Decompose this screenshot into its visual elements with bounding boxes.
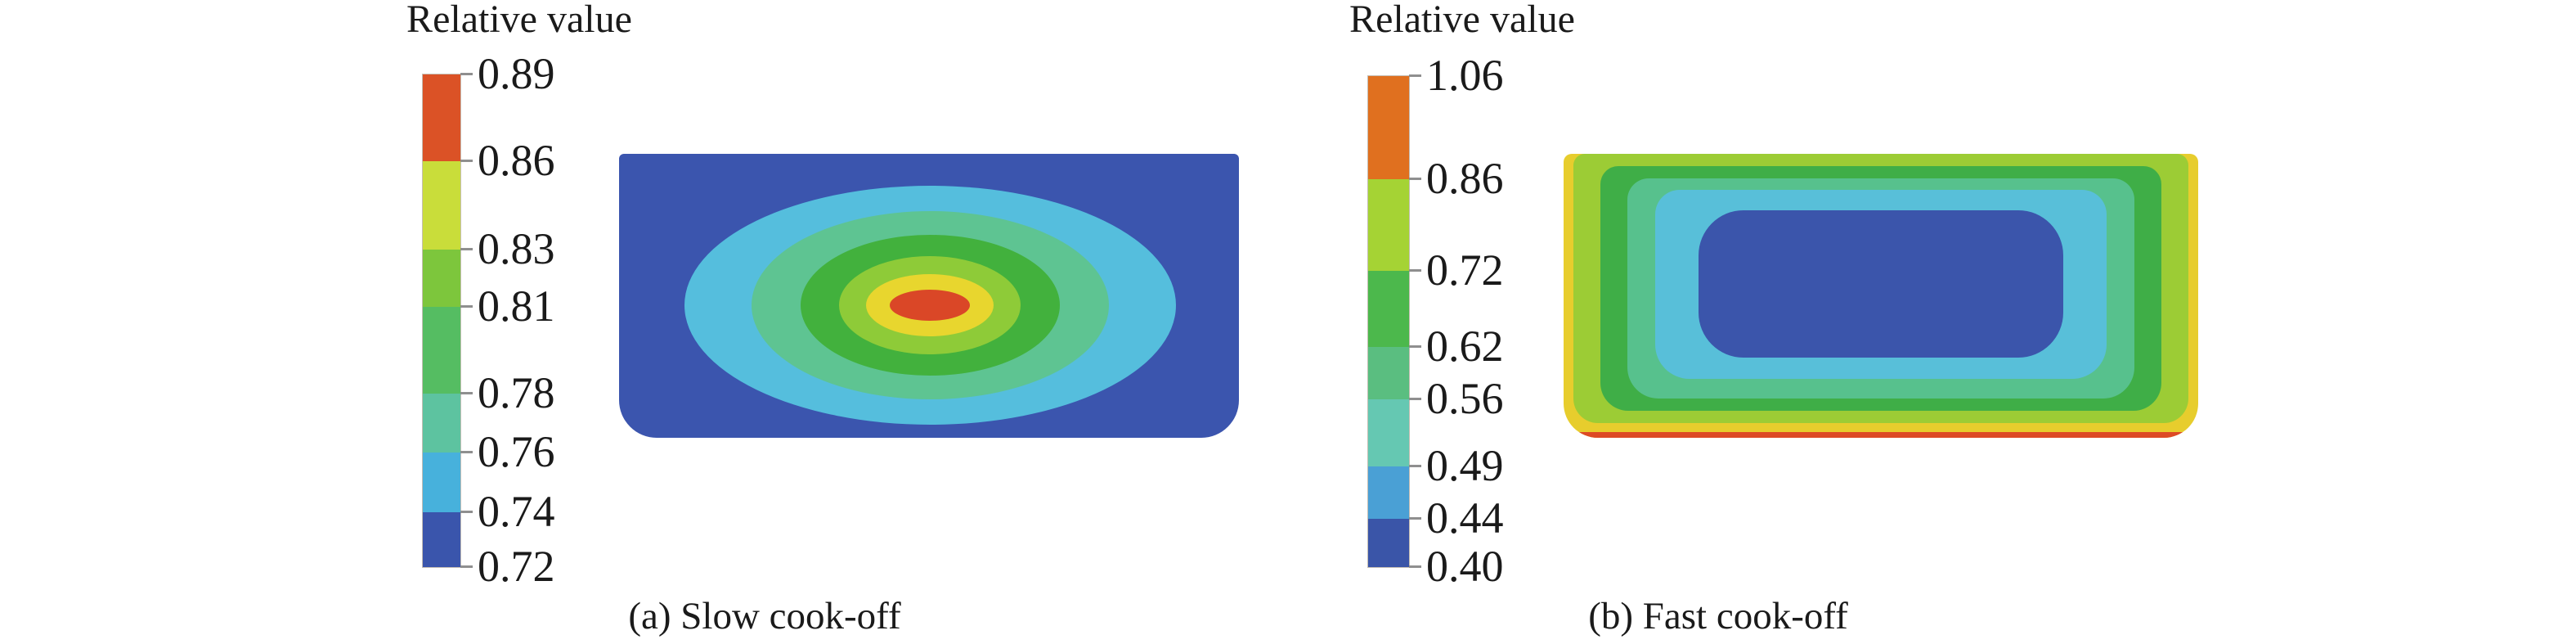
caption-b: (b) Fast cook-off	[1588, 595, 1848, 637]
colorbar-segment	[1368, 271, 1409, 348]
colorbar-tick-mark	[460, 450, 473, 453]
colorbar-tick-mark	[1409, 345, 1421, 349]
colorbar-tick-label: 0.49	[1426, 441, 1504, 490]
colorbar-tick-label: 0.44	[1426, 493, 1504, 543]
bottom-hot-stripe	[1570, 432, 2192, 438]
colorbar-b	[1367, 74, 1421, 568]
colorbar-title-b: Relative value	[1349, 0, 1575, 41]
colorbar-tick-label: 0.56	[1426, 373, 1504, 423]
colorbar-tick-mark	[460, 511, 473, 514]
colorbar-labels-b: 1.06 0.86 0.72 0.62 0.56 0.49 0.44 0.40	[1426, 53, 1590, 588]
colorbar-segment	[1368, 347, 1409, 399]
colorbar-tick-label: 0.86	[478, 135, 555, 185]
colorbar-segment	[423, 452, 460, 513]
colorbar-segment	[1368, 466, 1409, 520]
colorbar-tick-mark	[460, 73, 473, 75]
caption-a: (a) Slow cook-off	[628, 595, 901, 637]
colorbar-tick-mark	[460, 247, 473, 250]
colorbar-tick-label: 0.62	[1426, 322, 1504, 372]
colorbar-tick-label: 0.72	[478, 542, 555, 591]
colorbar-tick-label: 0.89	[478, 49, 555, 98]
colorbar-tick-mark	[1409, 565, 1421, 568]
colorbar-tick-label: 0.40	[1426, 542, 1504, 591]
colorbar-tick-label: 1.06	[1426, 51, 1504, 100]
colorbar-tick-label: 0.76	[478, 426, 555, 476]
colorbar-segment	[1368, 519, 1409, 567]
colorbar-tick-mark	[1409, 74, 1421, 77]
colorbar-title-a: Relative value	[406, 0, 632, 41]
colorbar-segment	[1368, 179, 1409, 272]
colorbar-segment	[1368, 76, 1409, 179]
contour-ring	[890, 290, 970, 321]
colorbar-tick-mark	[1409, 517, 1421, 520]
colorbar-tick-label: 0.74	[478, 487, 555, 537]
colorbar-tick-mark	[460, 159, 473, 162]
colorbar-segment	[423, 394, 460, 453]
colorbar-segment	[423, 307, 460, 394]
contour-plot-fast-cookoff	[1564, 154, 2198, 438]
colorbar-tick-label: 0.81	[478, 281, 555, 331]
colorbar-segment	[423, 512, 460, 567]
contour-plot-slow-cookoff	[619, 154, 1239, 438]
colorbar-tick-mark	[460, 392, 473, 395]
colorbar-segment	[1368, 399, 1409, 466]
colorbar-tick-mark	[1409, 397, 1421, 400]
colorbar-tick-mark	[1409, 269, 1421, 272]
colorbar-segment	[423, 249, 460, 308]
colorbar-tick-label: 0.72	[1426, 245, 1504, 295]
colorbar-segment	[423, 160, 460, 250]
colorbar-tick-label: 0.83	[478, 223, 555, 273]
colorbar-a	[422, 73, 473, 568]
colorbar-labels-a: 0.89 0.86 0.83 0.81 0.78 0.76 0.74 0.72	[478, 52, 641, 588]
colorbar-tick-mark	[1409, 465, 1421, 467]
colorbar-tick-label: 0.86	[1426, 154, 1504, 203]
colorbar-segment	[423, 74, 460, 161]
core-blue	[1699, 210, 2063, 358]
colorbar-tick-mark	[1409, 177, 1421, 180]
colorbar-tick-mark	[460, 305, 473, 308]
colorbar-tick-label: 0.78	[478, 368, 555, 418]
colorbar-tick-mark	[460, 565, 473, 568]
